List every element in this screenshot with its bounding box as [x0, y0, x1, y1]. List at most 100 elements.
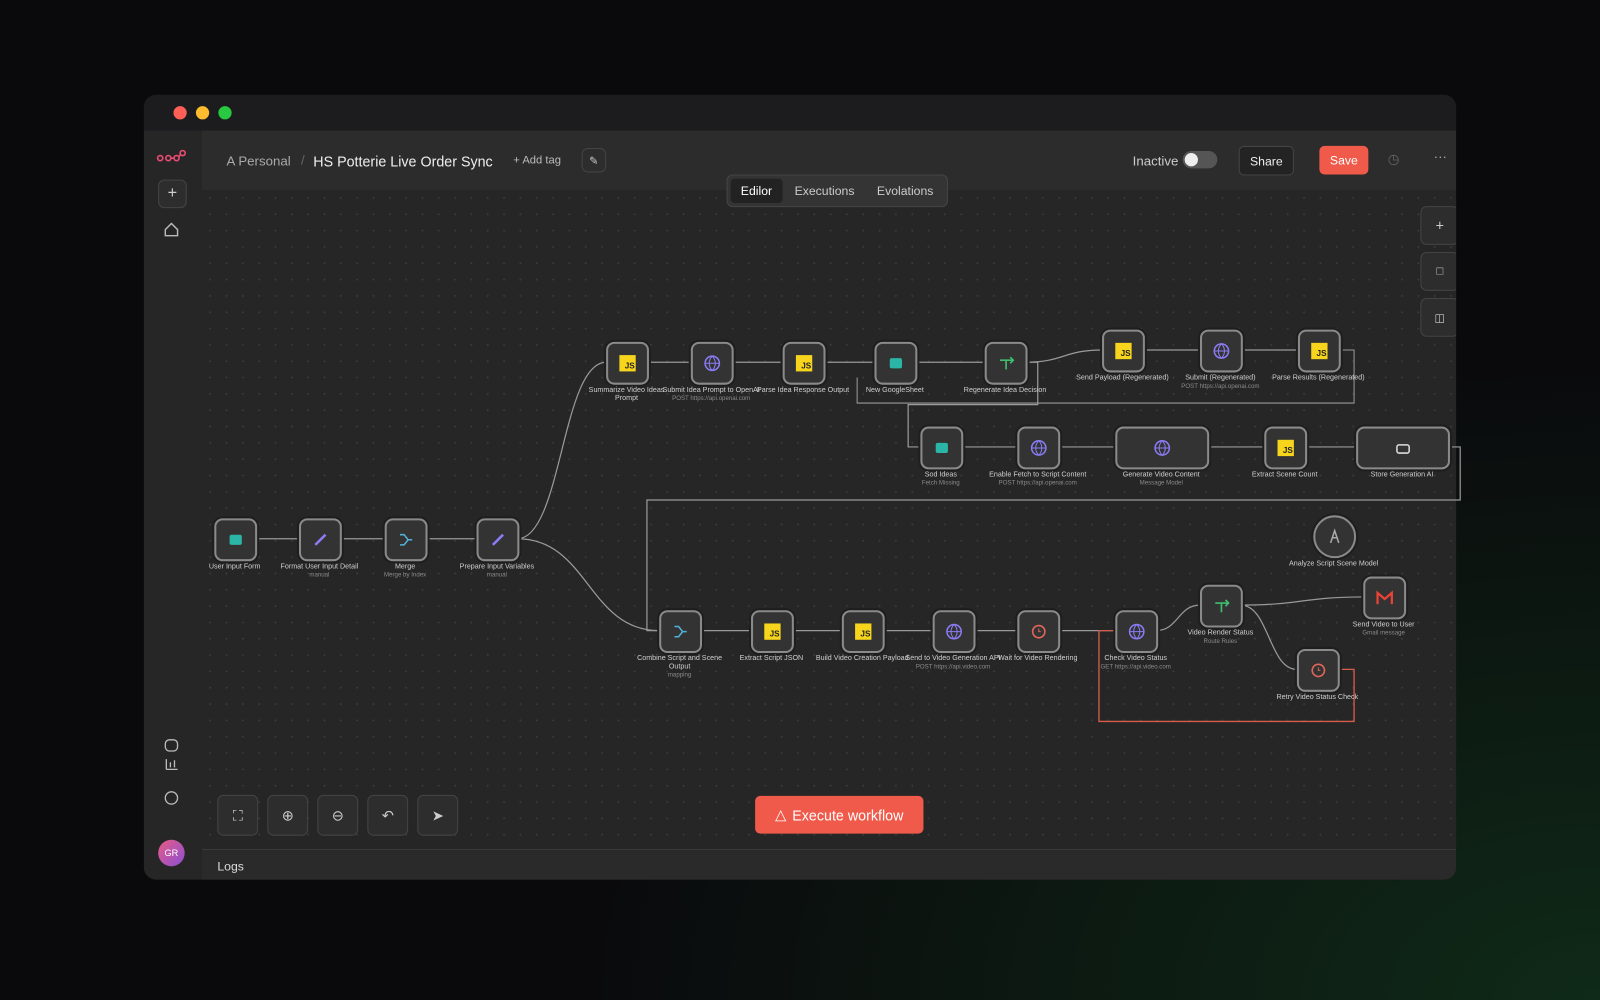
- node-label: Generate Video Content: [1122, 471, 1200, 479]
- add-node-button[interactable]: +: [1420, 206, 1457, 245]
- node-caption: Send to Video Generation API POST https:/…: [904, 655, 1002, 671]
- node-caption: Parse Idea Response Output: [754, 387, 852, 395]
- home-icon[interactable]: [164, 222, 179, 237]
- workflow-node[interactable]: [1017, 610, 1061, 654]
- node-caption: Video Render Status Route Rules: [1171, 630, 1269, 646]
- connection: [517, 361, 607, 540]
- history-icon[interactable]: ◷: [1387, 151, 1400, 167]
- panel-button[interactable]: ◫: [1420, 297, 1457, 337]
- workflow-node[interactable]: JS: [751, 610, 794, 654]
- workflow-node[interactable]: [1363, 576, 1407, 620]
- node-caption: Summarize Video Ideas Prompt: [578, 387, 676, 403]
- connection: [517, 538, 660, 632]
- sidebar: + GR: [143, 130, 204, 880]
- workflow-node[interactable]: JS: [606, 341, 649, 385]
- workflow-name[interactable]: HS Potterie Live Order Sync: [313, 153, 493, 170]
- node-caption: Regenerate Idea Decision: [956, 387, 1054, 395]
- node-label: Build Video Creation Payload: [815, 655, 909, 663]
- share-button[interactable]: Share: [1238, 145, 1294, 176]
- node-sublabel: Merge by Index: [383, 572, 427, 579]
- workflow-node[interactable]: JS: [782, 341, 826, 385]
- logs-bar[interactable]: Logs: [202, 848, 1457, 880]
- execute-button[interactable]: △ Execute workflow: [755, 795, 924, 834]
- add-tag[interactable]: + Add tag: [513, 154, 562, 167]
- tab[interactable]: Edilor: [730, 178, 783, 204]
- node-sublabel: manual: [486, 572, 507, 579]
- node-sublabel: Gmail message: [1362, 630, 1405, 637]
- workflow-node[interactable]: [1199, 584, 1243, 628]
- sidebar-icons[interactable]: [164, 739, 179, 821]
- node-label: Sod Ideas: [924, 471, 957, 479]
- zoom-out-button[interactable]: ⊖: [317, 794, 359, 836]
- minimize-dot[interactable]: [195, 106, 210, 120]
- workflow-node[interactable]: [1115, 610, 1159, 654]
- more-menu[interactable]: ···: [1433, 148, 1447, 165]
- node-icon: [1213, 343, 1230, 359]
- workflow-node[interactable]: [214, 518, 258, 562]
- workflow-node[interactable]: [932, 610, 976, 654]
- save-button[interactable]: Save: [1319, 145, 1369, 175]
- connection: [907, 361, 1039, 448]
- node-label: Send to Video Generation API: [905, 655, 1001, 663]
- fit-view-button[interactable]: ⛶: [217, 794, 259, 836]
- workflow-node[interactable]: [1115, 426, 1210, 470]
- zoom-in-button[interactable]: ⊕: [267, 794, 309, 836]
- node-icon: [399, 533, 413, 546]
- owner[interactable]: A Personal: [226, 153, 291, 169]
- node-icon: [946, 623, 962, 640]
- loop-back: [856, 349, 1355, 404]
- tab[interactable]: Executions: [794, 183, 855, 198]
- workflow-node[interactable]: [476, 518, 520, 562]
- js-badge: JS: [764, 623, 781, 640]
- workflow-node[interactable]: JS: [1102, 329, 1145, 373]
- sticky-button[interactable]: □: [1420, 252, 1457, 291]
- close-dot[interactable]: [173, 106, 187, 120]
- workflow-node[interactable]: [659, 610, 703, 654]
- node-caption: Retry Video Status Check: [1268, 694, 1366, 702]
- workflow-node[interactable]: [920, 426, 964, 470]
- workflow-node[interactable]: JS: [841, 610, 885, 654]
- workflow-node[interactable]: [384, 518, 428, 562]
- node-sublabel: POST https://api.video.com: [915, 664, 991, 671]
- workflow-node[interactable]: [1017, 426, 1061, 470]
- workflow-node[interactable]: JS: [1297, 329, 1341, 373]
- workflow-node[interactable]: [690, 341, 734, 385]
- node-sublabel: manual: [309, 572, 330, 579]
- node-sublabel: GET https://api.video.com: [1100, 664, 1171, 671]
- node-caption: Analyze Script Scene Model: [1285, 560, 1383, 568]
- flask-icon: △: [775, 806, 787, 823]
- node-icon: [999, 356, 1015, 370]
- zoom-dot[interactable]: [218, 106, 232, 120]
- logo: [156, 149, 187, 162]
- node-sublabel: POST https://api.openai.com: [672, 395, 751, 403]
- node-label: Analyze Script Scene Model: [1288, 560, 1379, 568]
- active-toggle[interactable]: [1182, 151, 1218, 169]
- connection: [1240, 596, 1364, 606]
- js-badge: JS: [1277, 439, 1294, 457]
- node-label: Regenerate Idea Decision: [963, 386, 1047, 394]
- node-caption: Enable Fetch to Script Content POST https…: [989, 471, 1087, 487]
- add-button[interactable]: +: [158, 179, 187, 209]
- node-label: User Input Form: [208, 563, 261, 571]
- workflow-node[interactable]: [984, 341, 1028, 385]
- node-label: Video Render Status: [1187, 629, 1254, 637]
- workflow-node[interactable]: JS: [1264, 426, 1308, 470]
- workflow-node[interactable]: [1296, 648, 1340, 692]
- workflow-node[interactable]: [1356, 426, 1450, 470]
- workflow-node[interactable]: [1313, 515, 1357, 559]
- avatar[interactable]: GR: [158, 839, 185, 867]
- node-icon: [1329, 528, 1340, 544]
- workflow-node[interactable]: [874, 341, 918, 385]
- workflow-node[interactable]: [1199, 329, 1243, 373]
- edit-button[interactable]: ✎: [581, 147, 607, 173]
- tab[interactable]: Evolations: [876, 183, 934, 198]
- toggle-knob: [1184, 153, 1198, 167]
- logs-label: Logs: [217, 859, 244, 874]
- undo-button[interactable]: ↶: [367, 794, 409, 836]
- workflow-node[interactable]: [298, 518, 342, 562]
- tidy-button[interactable]: ➤: [417, 794, 459, 836]
- node-label: Wait for Video Rendering: [998, 655, 1078, 663]
- connection: [1156, 604, 1201, 632]
